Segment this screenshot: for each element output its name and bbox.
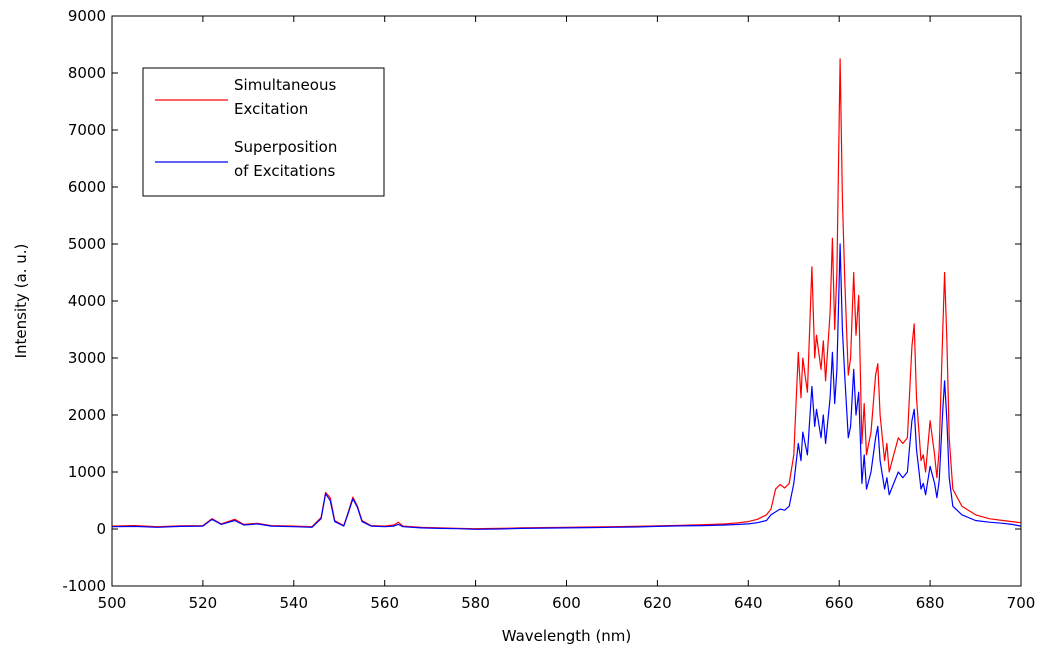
legend-label-1: Simultaneous [234, 76, 336, 94]
x-tick-label: 600 [552, 594, 581, 612]
legend-label-2: Superposition [234, 138, 337, 156]
legend-label-2: of Excitations [234, 162, 336, 180]
y-tick-label: -1000 [62, 577, 106, 595]
y-axis-label: Intensity (a. u.) [12, 244, 30, 359]
legend: Simultaneous Excitation Superposition of Ex… [142, 67, 385, 197]
series-line-2 [111, 243, 1022, 530]
x-tick-label: 640 [734, 594, 763, 612]
legend-box [142, 67, 385, 197]
y-tick-label: 1000 [68, 463, 106, 481]
legend-label-1: Excitation [234, 100, 308, 118]
y-tick-label: 2000 [68, 406, 106, 424]
x-tick-label: 580 [461, 594, 490, 612]
y-tick-label: 5000 [68, 235, 106, 253]
ticks-layer: 500 520 540 560 580 600 620 640 660 680 700 -1000 0 1… [62, 7, 1035, 612]
x-axis-label: Wavelength (nm) [502, 627, 632, 645]
x-tick-label: 700 [1007, 594, 1036, 612]
y-tick-label: 8000 [68, 64, 106, 82]
x-tick-label: 620 [643, 594, 672, 612]
series-layer [111, 58, 1022, 530]
x-tick-label: 540 [279, 594, 308, 612]
y-tick-label: 7000 [68, 121, 106, 139]
y-tick-label: 0 [96, 520, 106, 538]
x-tick-label: 500 [98, 594, 127, 612]
x-tick-label: 560 [370, 594, 399, 612]
x-tick-label: 520 [189, 594, 218, 612]
x-tick-label: 680 [916, 594, 945, 612]
y-tick-label: 3000 [68, 349, 106, 367]
y-tick-label: 6000 [68, 178, 106, 196]
y-tick-label: 9000 [68, 7, 106, 25]
x-tick-label: 660 [825, 594, 854, 612]
y-tick-label: 4000 [68, 292, 106, 310]
